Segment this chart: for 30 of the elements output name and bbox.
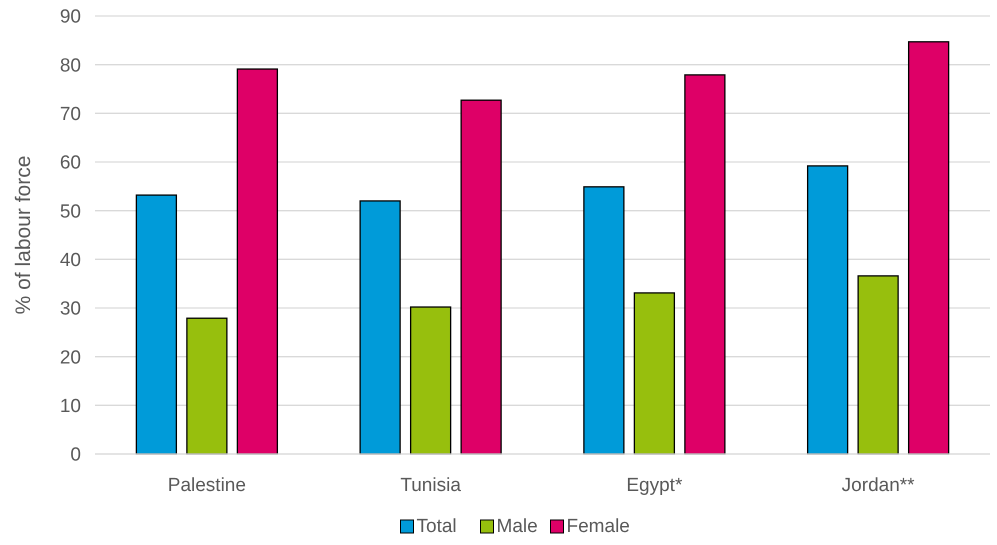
bar <box>186 318 228 455</box>
x-tick-label: Palestine <box>168 475 246 496</box>
y-tick-label: 80 <box>60 55 81 76</box>
bar <box>583 186 625 455</box>
bar <box>136 194 178 455</box>
bar <box>359 200 401 455</box>
legend-label: Male <box>496 516 538 537</box>
y-tick-label: 0 <box>70 444 81 466</box>
x-tick-label: Jordan** <box>842 475 916 496</box>
x-tick-label: Egypt* <box>626 475 683 496</box>
y-tick-label: 30 <box>60 298 81 320</box>
y-tick-label: 20 <box>60 347 81 368</box>
bar <box>460 100 502 455</box>
bar <box>684 74 726 455</box>
y-tick-label: 70 <box>60 104 81 125</box>
x-tick-label: Tunisia <box>400 475 462 496</box>
bar <box>410 306 452 455</box>
bar <box>857 275 899 455</box>
bar <box>908 41 950 455</box>
y-tick-label: 60 <box>60 152 81 174</box>
y-tick-label: 90 <box>60 6 81 28</box>
legend-label: Total <box>416 516 457 537</box>
bar <box>806 165 848 455</box>
y-tick-label: 10 <box>60 396 81 417</box>
y-tick-label: 40 <box>60 250 81 271</box>
legend-label: Female <box>566 516 630 537</box>
bar <box>236 68 278 455</box>
y-tick-label: 50 <box>60 201 81 222</box>
bar <box>634 292 676 455</box>
y-axis-title: % of labour force <box>12 156 35 314</box>
